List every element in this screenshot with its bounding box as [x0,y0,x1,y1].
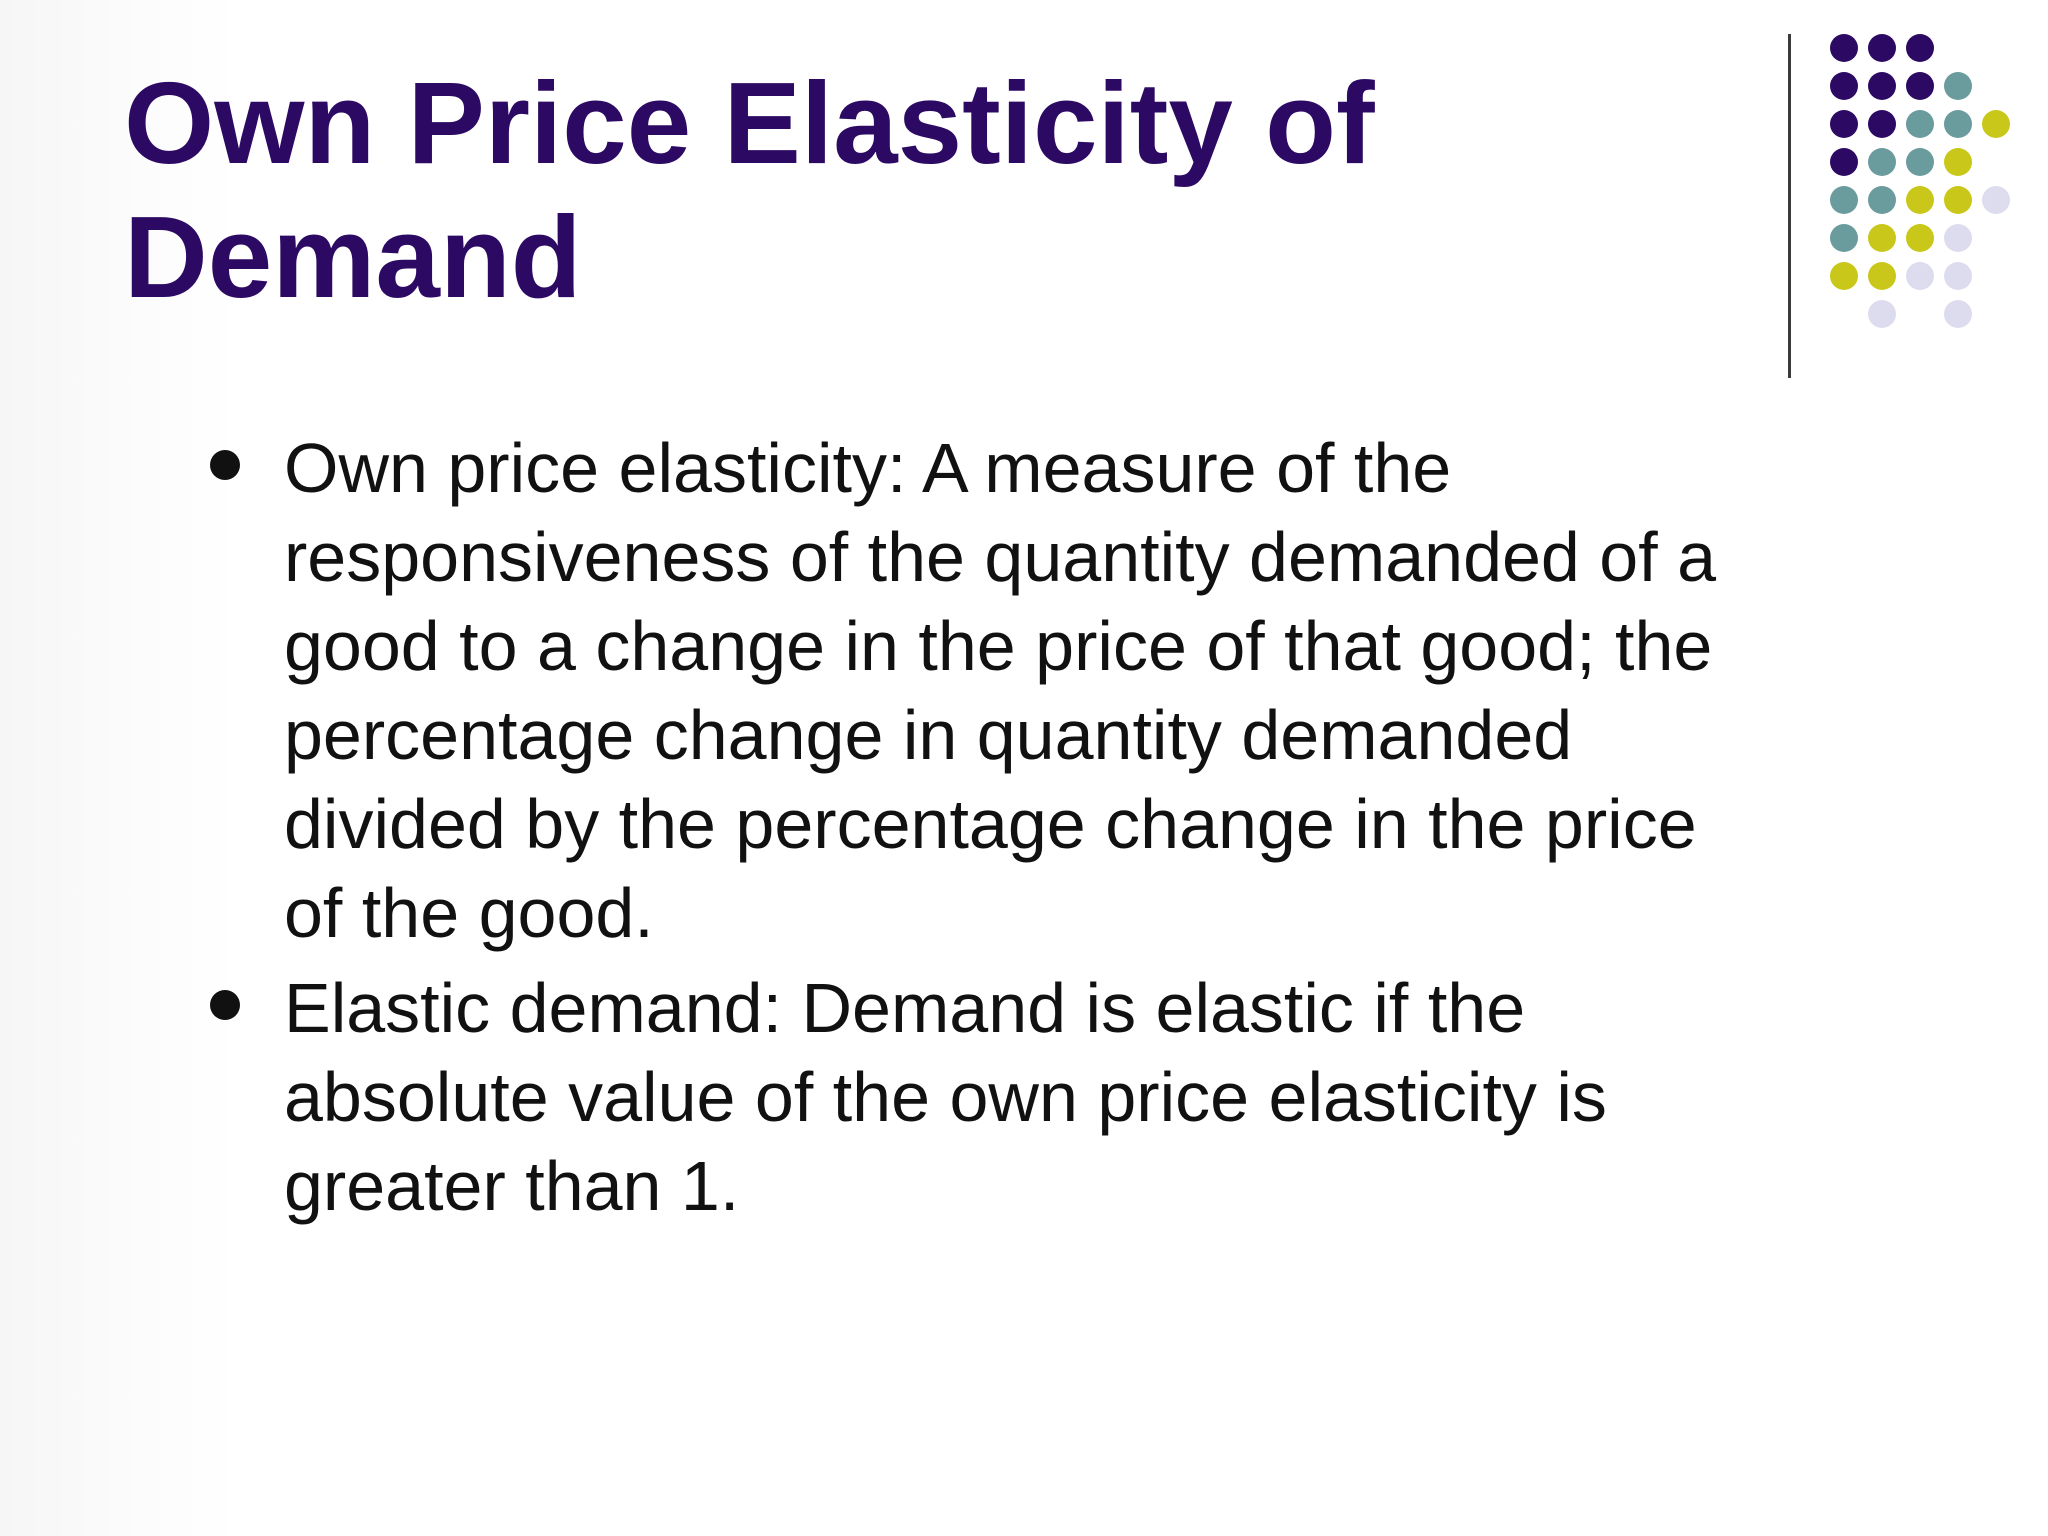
decorative-dot [1944,262,1972,290]
bullet-text-line: absolute value of the own price elastici… [284,1058,1607,1136]
decorative-dot [1982,110,2010,138]
decorative-dot [1906,110,1934,138]
decorative-dot [1944,300,1972,328]
decorative-dot [1868,262,1896,290]
title-divider [1788,34,1791,378]
decorative-dot [1906,262,1934,290]
decorative-dot [1830,148,1858,176]
decorative-dot [1868,110,1896,138]
bullet-text-line: Elastic demand: Demand is elastic if the [284,969,1526,1047]
decorative-dot [1982,186,2010,214]
bullet-text-line: percentage change in quantity demanded [284,696,1573,774]
decorative-dot [1868,300,1896,328]
decorative-dot [1830,224,1858,252]
title-line: Own Price Elasticity of [124,58,1375,188]
bullet-text-line: of the good. [284,874,654,952]
decorative-dot [1944,186,1972,214]
decorative-dot [1868,34,1896,62]
bullet-icon [210,990,240,1020]
decorative-dot [1868,148,1896,176]
decorative-dot [1868,72,1896,100]
decorative-dot [1868,224,1896,252]
slide-title: Own Price Elasticity of Demand [124,56,1684,324]
bullet-text-line: divided by the percentage change in the … [284,785,1697,863]
bullet-icon [210,450,240,480]
decorative-dot [1906,72,1934,100]
decorative-dot [1868,186,1896,214]
decorative-dot [1830,72,1858,100]
bullet-text-line: Own price elasticity: A measure of the [284,429,1452,507]
decorative-dot [1830,110,1858,138]
decorative-dot [1944,148,1972,176]
decorative-dot [1944,224,1972,252]
title-line: Demand [124,192,582,322]
decorative-dot [1830,262,1858,290]
bullet-text-line: responsiveness of the quantity demanded … [284,518,1717,596]
bullet-item: Own price elasticity: A measure of the r… [208,424,1848,958]
decorative-dot [1906,148,1934,176]
bullet-text-line: greater than 1. [284,1147,740,1225]
decorative-dot [1906,224,1934,252]
bullet-item: Elastic demand: Demand is elastic if the… [208,964,1848,1231]
bullet-text-line: good to a change in the price of that go… [284,607,1713,685]
decorative-dot [1830,186,1858,214]
slide-body: Own price elasticity: A measure of the r… [208,424,1848,1231]
decorative-dot [1906,34,1934,62]
decorative-dot [1906,186,1934,214]
decorative-dot [1944,72,1972,100]
decorative-dot [1944,110,1972,138]
decorative-dot [1830,34,1858,62]
